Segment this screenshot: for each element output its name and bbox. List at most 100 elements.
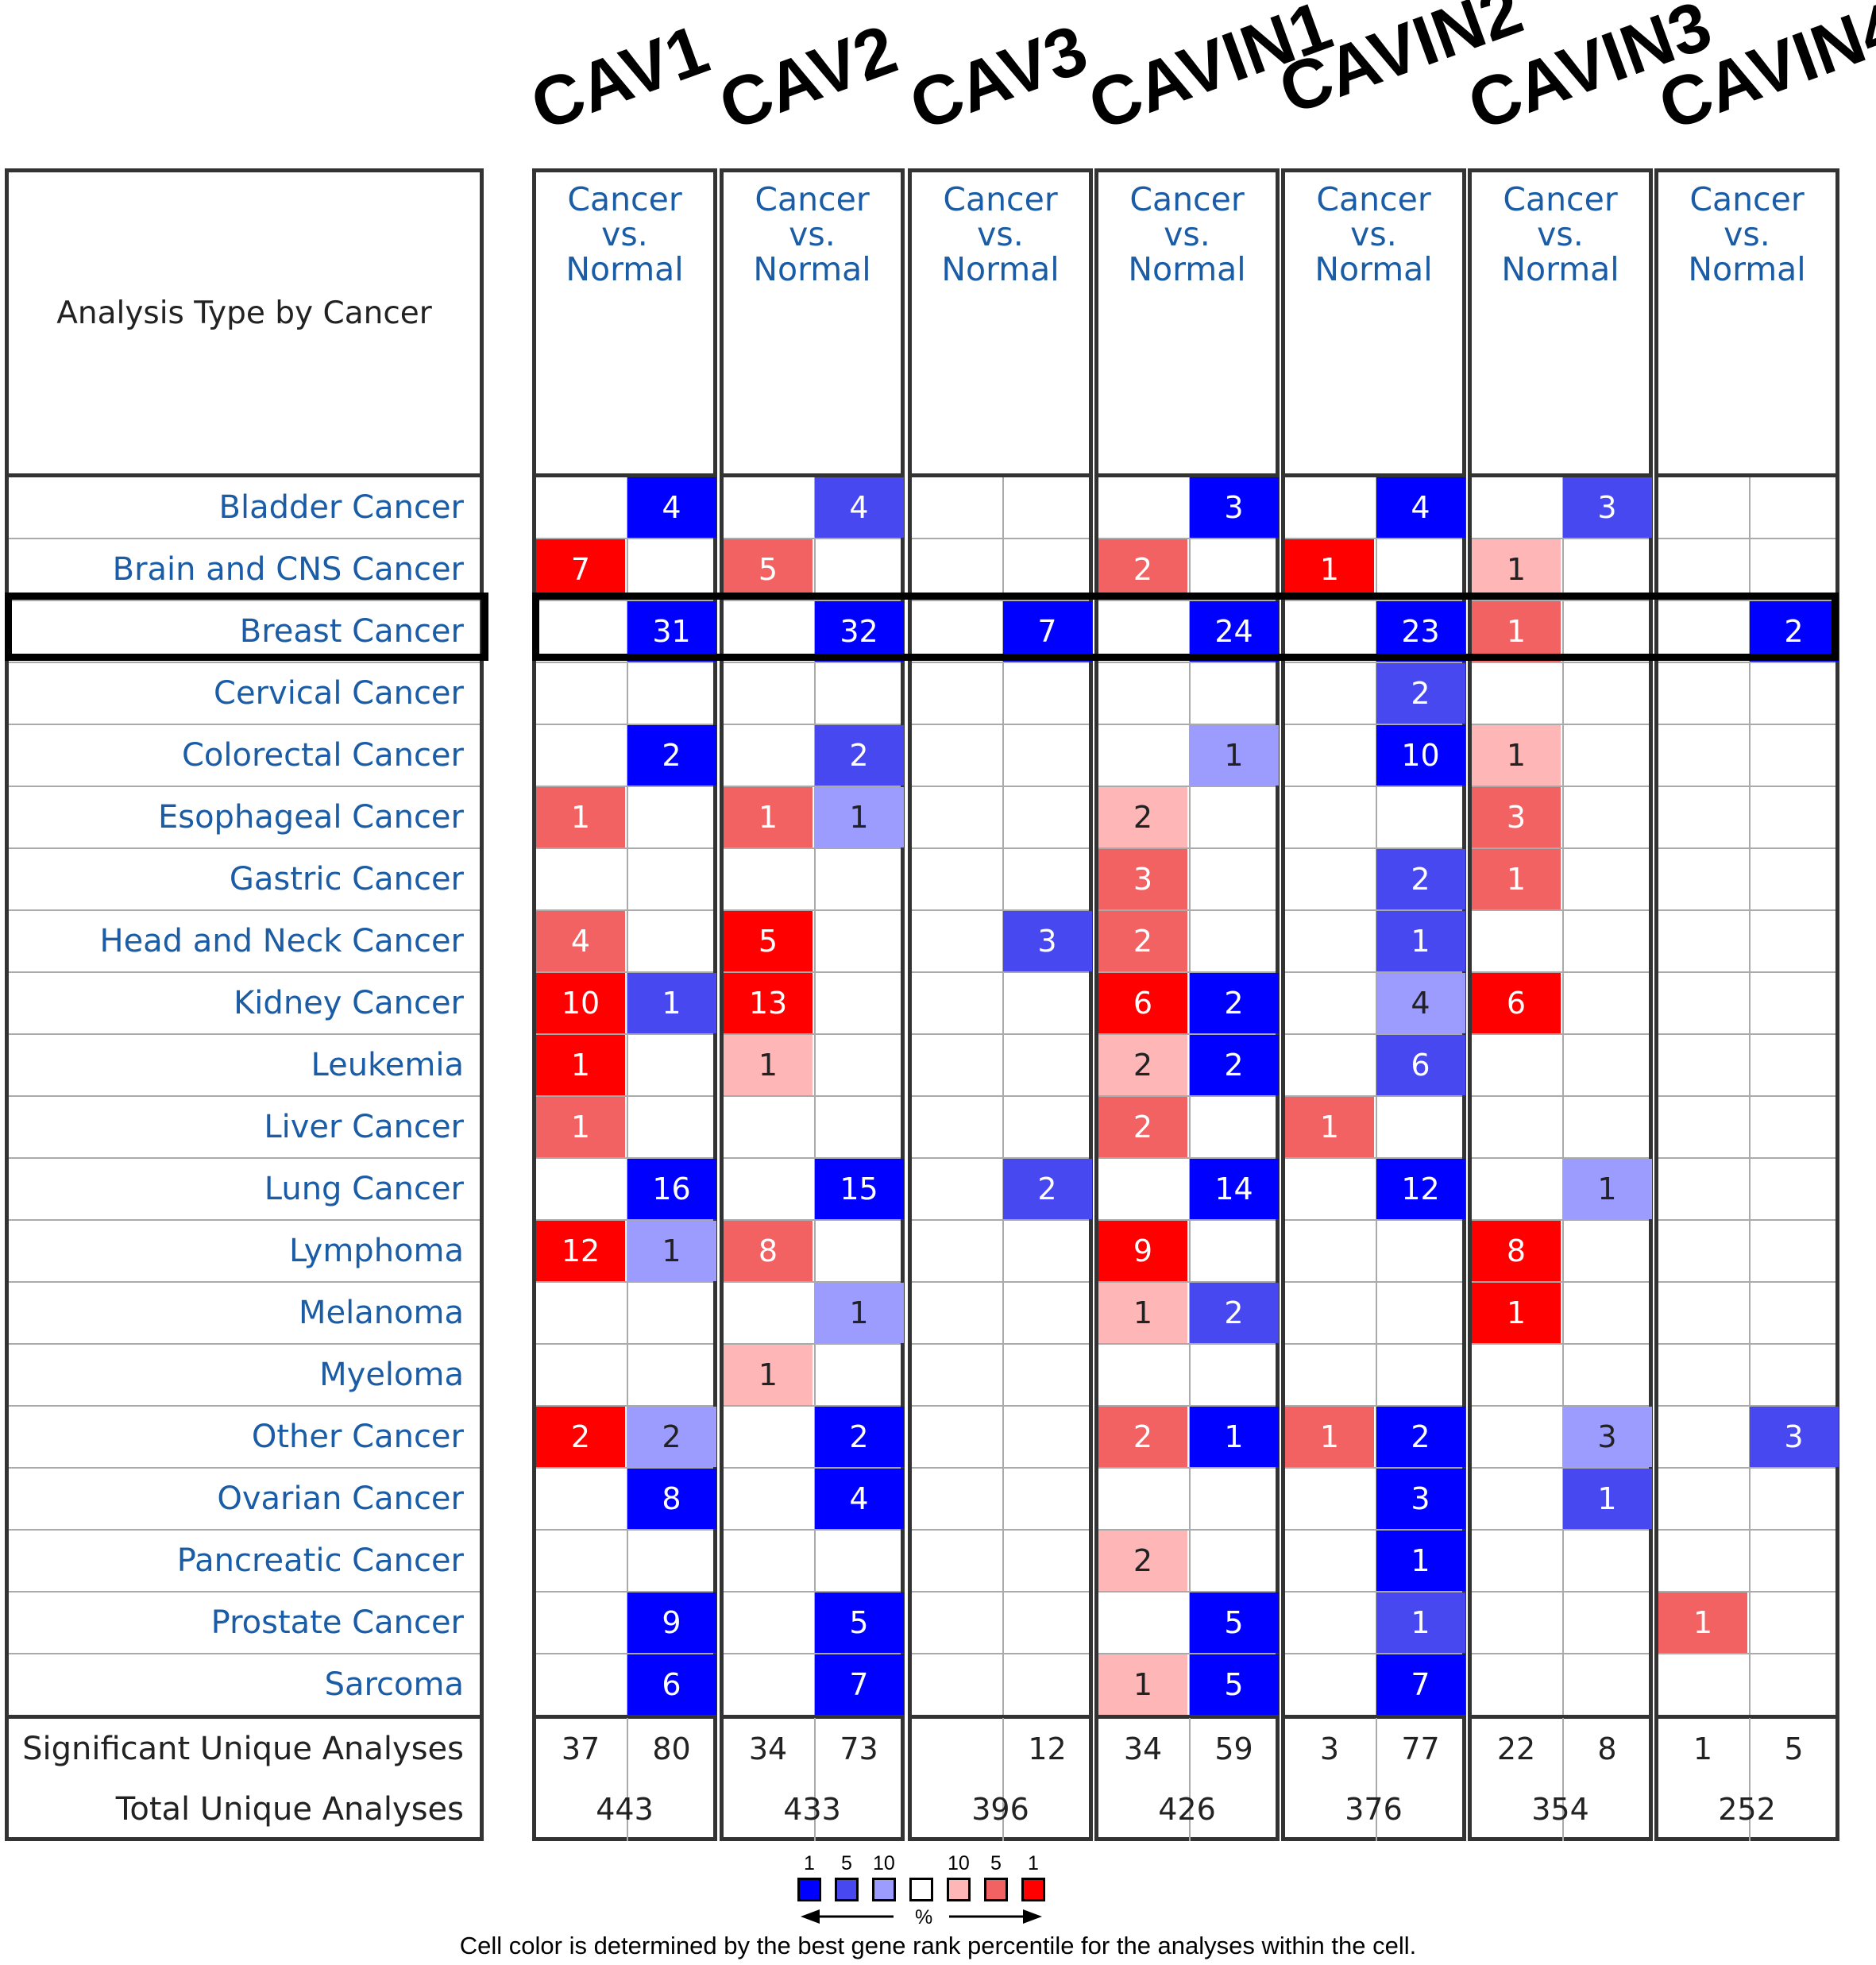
analysis-header[interactable]: Cancer vs. Normal <box>1472 172 1649 477</box>
heatmap-cell-down[interactable]: 1 <box>1376 1592 1465 1653</box>
heatmap-cell-up[interactable]: 2 <box>1098 1097 1187 1157</box>
heatmap-cell-down[interactable]: 4 <box>627 477 716 538</box>
heatmap-cell-up[interactable]: 1 <box>1472 725 1561 786</box>
cancer-vs-normal-label[interactable]: Cancer vs. Normal <box>912 182 1089 287</box>
heatmap-cell-down[interactable]: 7 <box>1002 601 1092 662</box>
cancer-label[interactable]: Gastric Cancer <box>229 861 464 898</box>
heatmap-cell-up[interactable]: 1 <box>536 1035 625 1095</box>
heatmap-cell-down[interactable]: 2 <box>1189 1283 1279 1343</box>
heatmap-cell-down[interactable]: 16 <box>627 1159 716 1219</box>
analysis-header[interactable]: Cancer vs. Normal <box>1285 172 1462 477</box>
heatmap-cell-up[interactable]: 5 <box>724 911 813 971</box>
heatmap-cell-down[interactable]: 5 <box>814 1592 904 1653</box>
heatmap-cell-up[interactable]: 1 <box>1472 539 1561 600</box>
heatmap-cell-up[interactable]: 2 <box>536 1407 625 1467</box>
heatmap-cell-up[interactable]: 8 <box>724 1221 813 1281</box>
heatmap-cell-up[interactable]: 6 <box>1098 973 1187 1033</box>
heatmap-cell-down[interactable]: 3 <box>1189 477 1279 538</box>
heatmap-cell-up[interactable]: 7 <box>536 539 625 600</box>
heatmap-cell-down[interactable]: 1 <box>1562 1469 1652 1529</box>
heatmap-cell-down[interactable]: 31 <box>627 601 716 662</box>
heatmap-cell-down[interactable]: 7 <box>1376 1654 1465 1715</box>
heatmap-cell-down[interactable]: 1 <box>814 787 904 847</box>
heatmap-cell-up[interactable]: 1 <box>724 1035 813 1095</box>
heatmap-cell-up[interactable]: 12 <box>536 1221 625 1281</box>
heatmap-cell-up[interactable]: 3 <box>1098 849 1187 909</box>
heatmap-cell-down[interactable]: 1 <box>627 1221 716 1281</box>
heatmap-cell-down[interactable]: 9 <box>627 1592 716 1653</box>
cancer-label[interactable]: Liver Cancer <box>264 1109 464 1145</box>
heatmap-cell-up[interactable]: 1 <box>1098 1283 1187 1343</box>
heatmap-cell-down[interactable]: 3 <box>1562 477 1652 538</box>
heatmap-cell-down[interactable]: 12 <box>1376 1159 1465 1219</box>
heatmap-cell-up[interactable]: 9 <box>1098 1221 1187 1281</box>
cancer-label[interactable]: Other Cancer <box>251 1419 464 1455</box>
heatmap-cell-down[interactable]: 3 <box>1002 911 1092 971</box>
heatmap-cell-up[interactable]: 1 <box>1098 1654 1187 1715</box>
heatmap-cell-down[interactable]: 5 <box>1189 1654 1279 1715</box>
heatmap-cell-down[interactable]: 4 <box>814 477 904 538</box>
heatmap-cell-down[interactable]: 10 <box>1376 725 1465 786</box>
heatmap-cell-down[interactable]: 5 <box>1189 1592 1279 1653</box>
cancer-label[interactable]: Ovarian Cancer <box>217 1481 464 1517</box>
heatmap-cell-down[interactable]: 3 <box>1376 1469 1465 1529</box>
heatmap-cell-up[interactable]: 1 <box>724 787 813 847</box>
heatmap-cell-down[interactable]: 1 <box>1376 911 1465 971</box>
cancer-label[interactable]: Colorectal Cancer <box>181 737 464 774</box>
heatmap-cell-down[interactable]: 2 <box>1376 1407 1465 1467</box>
cancer-label[interactable]: Bladder Cancer <box>218 489 464 526</box>
cancer-vs-normal-label[interactable]: Cancer vs. Normal <box>1472 182 1649 287</box>
heatmap-cell-up[interactable]: 2 <box>1098 539 1187 600</box>
analysis-header[interactable]: Cancer vs. Normal <box>912 172 1089 477</box>
heatmap-cell-down[interactable]: 4 <box>814 1469 904 1529</box>
heatmap-cell-down[interactable]: 1 <box>814 1283 904 1343</box>
heatmap-cell-down[interactable]: 2 <box>1189 973 1279 1033</box>
cancer-vs-normal-label[interactable]: Cancer vs. Normal <box>1658 182 1835 287</box>
heatmap-cell-down[interactable]: 14 <box>1189 1159 1279 1219</box>
cancer-label[interactable]: Breast Cancer <box>239 613 464 650</box>
cancer-vs-normal-label[interactable]: Cancer vs. Normal <box>1285 182 1462 287</box>
cancer-label[interactable]: Lymphoma <box>289 1233 464 1269</box>
heatmap-cell-up[interactable]: 2 <box>1098 1531 1187 1591</box>
heatmap-cell-down[interactable]: 32 <box>814 601 904 662</box>
heatmap-cell-down[interactable]: 2 <box>627 1407 716 1467</box>
heatmap-cell-down[interactable]: 3 <box>1749 1407 1839 1467</box>
heatmap-cell-up[interactable]: 1 <box>1658 1592 1747 1653</box>
heatmap-cell-down[interactable]: 6 <box>1376 1035 1465 1095</box>
heatmap-cell-up[interactable]: 1 <box>724 1345 813 1405</box>
heatmap-cell-down[interactable]: 2 <box>1376 849 1465 909</box>
heatmap-cell-down[interactable]: 1 <box>1189 725 1279 786</box>
analysis-header[interactable]: Cancer vs. Normal <box>1098 172 1276 477</box>
heatmap-cell-up[interactable]: 2 <box>1098 911 1187 971</box>
heatmap-cell-down[interactable]: 2 <box>814 1407 904 1467</box>
heatmap-cell-down[interactable]: 23 <box>1376 601 1465 662</box>
cancer-label[interactable]: Sarcoma <box>324 1666 464 1703</box>
heatmap-cell-up[interactable]: 1 <box>1472 1283 1561 1343</box>
heatmap-cell-up[interactable]: 10 <box>536 973 625 1033</box>
heatmap-cell-up[interactable]: 2 <box>1098 1035 1187 1095</box>
heatmap-cell-up[interactable]: 1 <box>1472 849 1561 909</box>
heatmap-cell-down[interactable]: 2 <box>627 725 716 786</box>
heatmap-cell-up[interactable]: 2 <box>1098 787 1187 847</box>
cancer-vs-normal-label[interactable]: Cancer vs. Normal <box>536 182 713 287</box>
heatmap-cell-down[interactable]: 4 <box>1376 973 1465 1033</box>
heatmap-cell-up[interactable]: 1 <box>1285 1407 1374 1467</box>
heatmap-cell-down[interactable]: 1 <box>627 973 716 1033</box>
analysis-header[interactable]: Cancer vs. Normal <box>724 172 901 477</box>
heatmap-cell-down[interactable]: 1 <box>1376 1531 1465 1591</box>
heatmap-cell-up[interactable]: 4 <box>536 911 625 971</box>
heatmap-cell-up[interactable]: 5 <box>724 539 813 600</box>
heatmap-cell-up[interactable]: 2 <box>1098 1407 1187 1467</box>
heatmap-cell-down[interactable]: 7 <box>814 1654 904 1715</box>
cancer-vs-normal-label[interactable]: Cancer vs. Normal <box>1098 182 1276 287</box>
heatmap-cell-down[interactable]: 2 <box>1189 1035 1279 1095</box>
cancer-label[interactable]: Lung Cancer <box>264 1171 464 1207</box>
heatmap-cell-down[interactable]: 24 <box>1189 601 1279 662</box>
cancer-label[interactable]: Leukemia <box>311 1047 464 1083</box>
analysis-header[interactable]: Cancer vs. Normal <box>536 172 713 477</box>
heatmap-cell-down[interactable]: 4 <box>1376 477 1465 538</box>
heatmap-cell-up[interactable]: 3 <box>1472 787 1561 847</box>
cancer-label[interactable]: Pancreatic Cancer <box>176 1542 464 1579</box>
heatmap-cell-down[interactable]: 2 <box>1749 601 1839 662</box>
heatmap-cell-up[interactable]: 13 <box>724 973 813 1033</box>
